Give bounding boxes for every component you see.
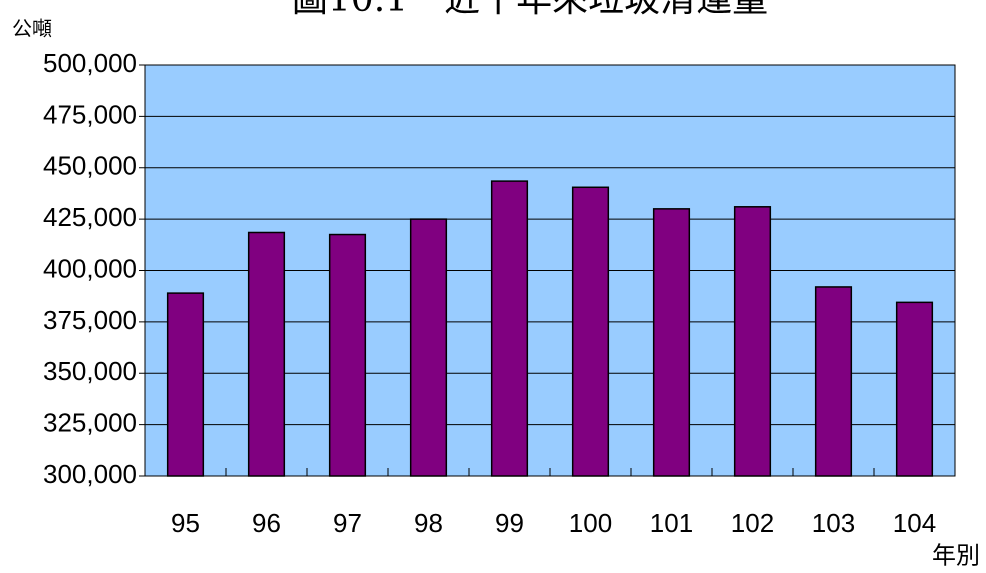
x-tick-label: 96 [252,508,281,538]
y-tick-label: 400,000 [43,253,137,283]
bar [409,218,448,477]
x-tick-label: 99 [495,508,524,538]
y-tick-label: 475,000 [43,99,137,129]
x-axis-label: 年別 [932,542,980,570]
bar [733,206,772,477]
chart-title: 圖10.1 近十年來垃圾清運量 [292,0,768,20]
y-tick-label: 375,000 [43,305,137,335]
y-tick-label: 300,000 [43,459,137,489]
bar [652,208,691,477]
y-tick-label: 450,000 [43,151,137,181]
y-tick-label: 500,000 [43,48,137,78]
bar [571,186,610,477]
bar [328,233,367,477]
y-axis-label: 公噸 [12,17,52,41]
bar [166,292,205,477]
bar [895,301,934,477]
bar [247,231,286,477]
x-tick-label: 103 [812,508,855,538]
x-tick-label: 101 [650,508,693,538]
x-tick-label: 102 [731,508,774,538]
x-tick-label: 100 [569,508,612,538]
bar [490,180,529,477]
x-tick-label: 98 [414,508,443,538]
x-tick-label: 95 [171,508,200,538]
y-tick-label: 350,000 [43,356,137,386]
y-tick-label: 425,000 [43,202,137,232]
bar [814,286,853,477]
y-tick-label: 325,000 [43,408,137,438]
x-tick-label: 97 [333,508,362,538]
x-tick-label: 104 [893,508,936,538]
